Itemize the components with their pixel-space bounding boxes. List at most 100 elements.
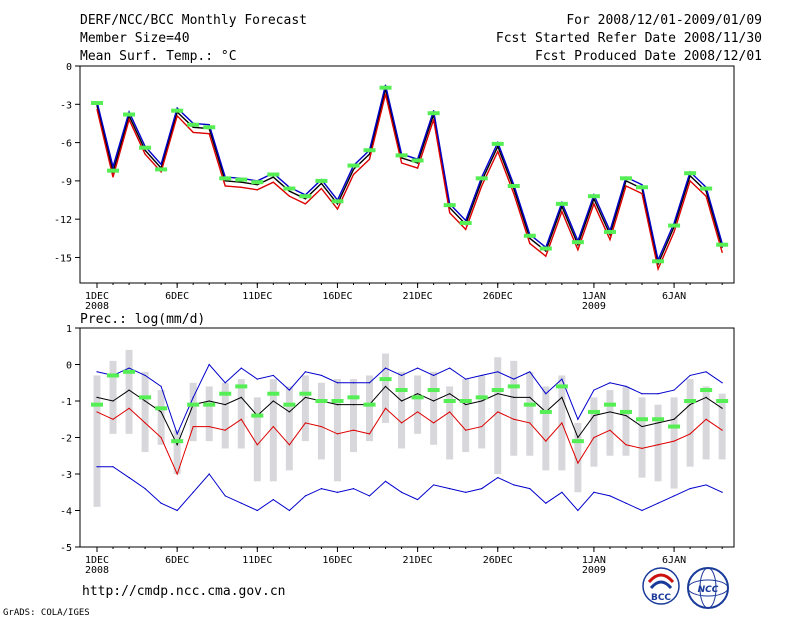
point-ensemble-mean — [705, 396, 707, 398]
point-ensemble-mean — [449, 393, 451, 395]
point-lower — [96, 108, 98, 110]
point-lower — [352, 173, 355, 176]
point-lowest — [240, 502, 242, 504]
point-lower — [192, 425, 194, 428]
point-ensemble-mean — [529, 396, 531, 398]
point-ensemble-mean — [224, 180, 226, 182]
point-lower — [336, 208, 339, 210]
point-ensemble-mean — [561, 396, 563, 398]
observed-marker — [652, 417, 665, 422]
point-lowest — [160, 502, 162, 504]
point-upper — [513, 378, 515, 380]
point-ensemble-mean — [465, 404, 467, 406]
spread-box — [510, 360, 518, 456]
point-lower — [673, 440, 675, 442]
point-ensemble-mean — [112, 400, 114, 402]
point-upper — [208, 124, 210, 126]
spread-box — [157, 390, 165, 445]
spread-box — [670, 397, 678, 489]
point-lower — [256, 444, 258, 446]
point-upper — [625, 385, 627, 387]
point-lower — [288, 195, 290, 197]
point-upper — [465, 378, 467, 380]
spread-box — [574, 422, 582, 493]
observed-marker — [668, 223, 681, 228]
point-upper — [176, 433, 178, 435]
observed-marker — [315, 399, 328, 403]
point-upper — [384, 367, 387, 369]
point-lowest — [625, 502, 627, 504]
observed-marker — [491, 141, 504, 146]
point-lower — [128, 119, 130, 121]
y-tick-label: -15 — [54, 253, 72, 264]
bcc-logo-swirl-blue — [649, 580, 673, 590]
ncc-logo-latitude — [687, 579, 729, 597]
observed-marker — [203, 402, 216, 407]
point-lower — [352, 429, 355, 431]
observed-marker — [411, 158, 424, 163]
point-lower — [529, 422, 531, 424]
point-lower — [481, 425, 483, 428]
spread-box — [446, 386, 454, 460]
point-ensemble-mean — [96, 396, 98, 398]
point-lower — [384, 407, 387, 409]
point-ensemble-mean — [320, 182, 323, 185]
point-lowest — [449, 488, 451, 490]
spread-box — [622, 386, 630, 456]
series-line-upper — [96, 84, 723, 263]
point-ensemble-mean — [689, 404, 691, 406]
point-ensemble-mean — [240, 181, 242, 183]
point-upper — [673, 389, 675, 391]
observed-marker — [251, 413, 264, 418]
observed-marker — [363, 148, 376, 153]
spread-box — [173, 430, 181, 474]
point-lowest — [641, 509, 643, 512]
spread-box — [686, 379, 694, 467]
point-upper — [368, 382, 371, 384]
x-tick-year-label: 2008 — [85, 565, 109, 576]
point-lowest — [561, 491, 563, 493]
x-tick-label: 6DEC — [165, 291, 189, 302]
observed-marker — [315, 178, 328, 183]
spread-box — [141, 371, 149, 453]
y-tick-label: -1 — [60, 397, 72, 408]
observed-marker — [267, 391, 280, 396]
source-url[interactable]: http://cmdp.ncc.cma.gov.cn — [82, 584, 286, 599]
point-upper — [721, 382, 723, 384]
point-upper — [609, 382, 611, 384]
point-lowest — [192, 491, 194, 493]
point-ensemble-mean — [144, 400, 146, 402]
point-lower — [481, 185, 483, 187]
spread-box — [478, 375, 486, 449]
point-upper — [497, 371, 499, 373]
point-ensemble-mean — [304, 396, 306, 398]
point-lowest — [272, 498, 274, 501]
point-ensemble-mean — [336, 203, 339, 205]
point-ensemble-mean — [288, 411, 290, 413]
observed-marker — [636, 417, 649, 422]
point-ensemble-mean — [336, 404, 339, 406]
point-upper — [400, 374, 403, 377]
point-lower — [673, 231, 675, 233]
point-upper — [545, 393, 547, 395]
observed-marker — [267, 172, 280, 177]
point-lowest — [673, 495, 675, 497]
x-tick-year-label: 2009 — [582, 301, 606, 312]
point-lowest — [705, 484, 707, 486]
fcst-started-date: Fcst Started Refer Date 2008/11/30 — [496, 31, 762, 46]
point-lower — [641, 193, 643, 195]
series-line-ensemble-mean — [96, 385, 723, 447]
y-tick-label: 0 — [66, 62, 72, 73]
spread-box — [718, 393, 726, 460]
observed-marker — [155, 406, 168, 411]
point-lower — [497, 150, 499, 153]
observed-marker — [139, 395, 152, 400]
point-lower — [625, 185, 627, 187]
observed-marker — [684, 171, 697, 176]
point-lower — [304, 422, 306, 424]
point-lower — [256, 189, 258, 191]
series-line-lower — [96, 407, 723, 476]
point-upper — [112, 166, 114, 168]
point-lower — [705, 195, 707, 197]
